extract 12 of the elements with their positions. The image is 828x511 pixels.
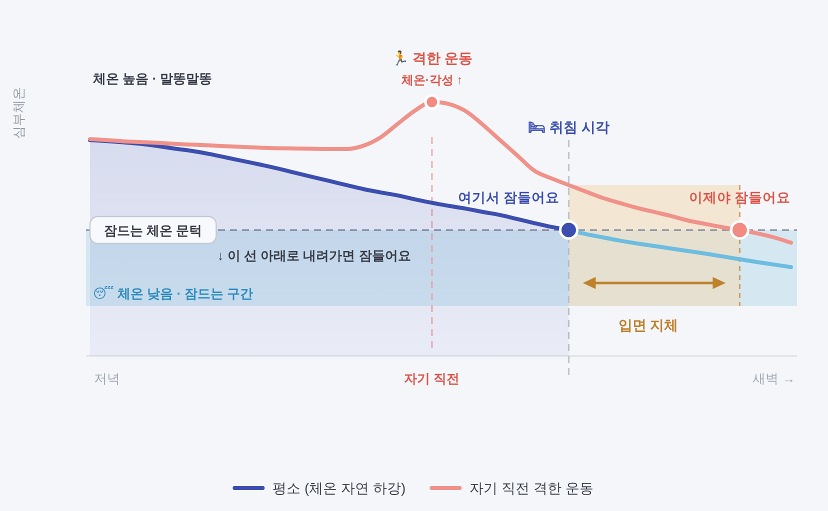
annotation: 이제야 잠들어요 xyxy=(688,190,791,206)
ylabel: 심부체온 xyxy=(11,87,26,139)
annotation: 여기서 잠들어요 xyxy=(458,190,560,206)
annotation: 🛏 취침 시각 xyxy=(528,119,610,135)
ref-line-label: 잠드는 체온 문턱 xyxy=(104,223,202,238)
annotation: 체온·각성 ↑ xyxy=(401,73,463,87)
annotation: 체온 높음 · 말똥말똥 xyxy=(93,71,212,86)
annotation: 🏃 격한 운동 xyxy=(392,50,472,66)
legend-label: 평소 (체온 자연 하강) xyxy=(272,480,406,496)
annotation: ↓ 이 선 아래로 내려가면 잠들어요 xyxy=(217,248,411,264)
legend-label: 자기 직전 격한 운동 xyxy=(470,480,594,496)
annotation: 입면 지체 xyxy=(618,316,678,333)
